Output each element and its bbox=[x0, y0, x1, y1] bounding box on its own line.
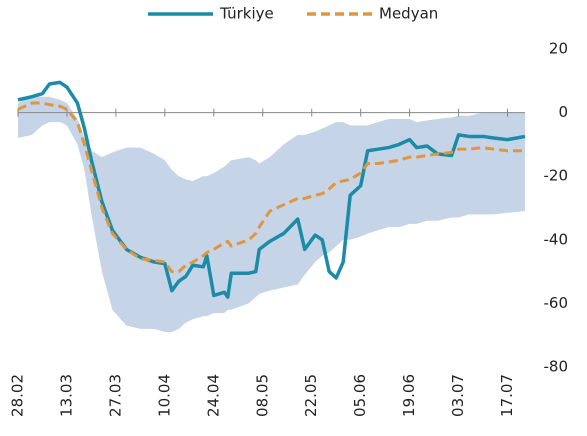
range-band bbox=[18, 96, 525, 333]
x-tick-label: 13.03 bbox=[57, 374, 75, 417]
x-tick-label: 08.05 bbox=[253, 374, 271, 417]
x-tick-label: 19.06 bbox=[400, 374, 418, 417]
x-tick-label: 27.03 bbox=[106, 374, 124, 417]
y-tick-label: 0 bbox=[558, 103, 568, 121]
x-tick-label: 17.07 bbox=[498, 374, 516, 417]
line-series bbox=[17, 101, 525, 274]
y-tick-label: -60 bbox=[544, 294, 569, 312]
x-tick-label: 28.02 bbox=[9, 374, 27, 417]
x-tick-label: 22.05 bbox=[302, 374, 320, 417]
legend-label: Medyan bbox=[379, 5, 438, 23]
x-tick-label: 05.06 bbox=[351, 374, 369, 417]
y-tick-label: -20 bbox=[544, 167, 569, 185]
x-tick-label: 24.04 bbox=[204, 374, 222, 417]
y-tick-label: 20 bbox=[549, 40, 568, 58]
y-tick-label: -40 bbox=[544, 230, 569, 248]
x-tick-label: 10.04 bbox=[155, 374, 173, 417]
x-tick-label: 03.07 bbox=[449, 374, 467, 417]
y-tick-label: -80 bbox=[544, 358, 569, 376]
line-series bbox=[17, 80, 526, 299]
legend-label: Türkiye bbox=[219, 5, 274, 23]
